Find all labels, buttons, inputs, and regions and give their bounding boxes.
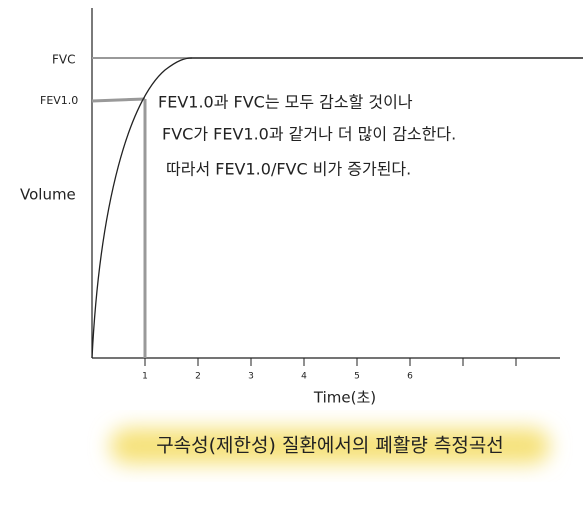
note-line: FVC가 FEV1.0과 같거나 더 많이 감소한다. bbox=[162, 125, 456, 144]
note-line: FEV1.0과 FVC는 모두 감소할 것이나 bbox=[158, 93, 413, 112]
fvc-label: FVC bbox=[52, 53, 76, 67]
x-axis-label: Time(초) bbox=[313, 389, 376, 407]
caption-highlight bbox=[110, 428, 550, 464]
x-tick-label: 3 bbox=[248, 372, 254, 382]
x-tick-label: 5 bbox=[354, 372, 360, 382]
x-tick-label: 2 bbox=[195, 372, 201, 382]
volume-curve bbox=[91, 57, 193, 359]
fev-label: FEV1.0 bbox=[40, 94, 78, 107]
x-tick-label: 1 bbox=[142, 372, 148, 382]
caption: 구속성(제한성) 질환에서의 폐활량 측정곡선 bbox=[156, 435, 504, 457]
y-axis-label: Volume bbox=[20, 186, 76, 204]
note-line: 따라서 FEV1.0/FVC 비가 증가된다. bbox=[166, 160, 411, 179]
fev-guide bbox=[91, 97, 146, 103]
x-tick-label: 6 bbox=[407, 372, 413, 382]
x-tick-label: 4 bbox=[301, 372, 307, 382]
